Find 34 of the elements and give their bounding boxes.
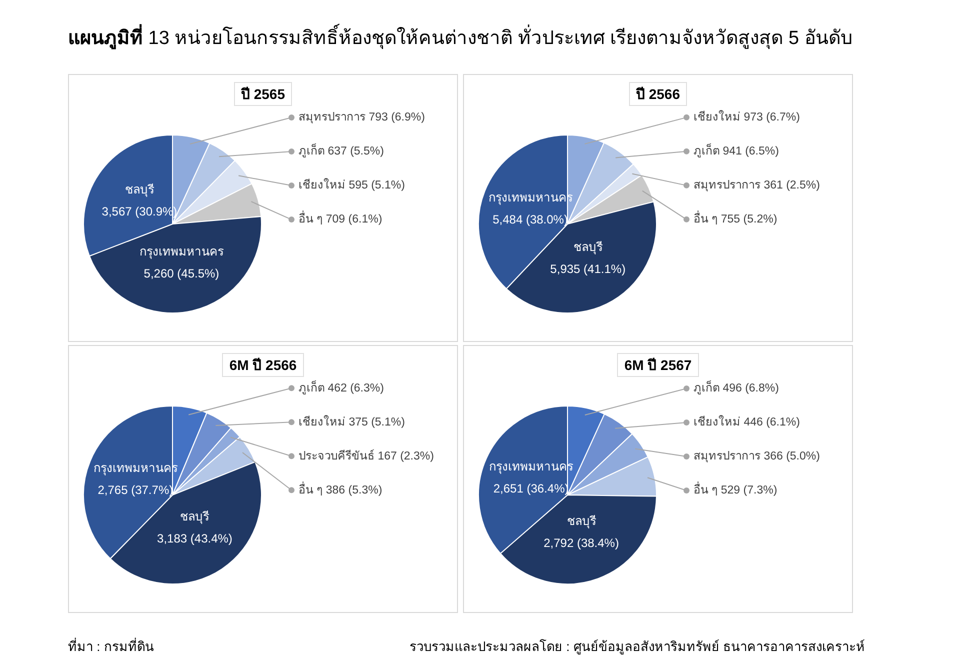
slice-label: สมุทรปราการ 793 (6.9%)	[298, 112, 426, 124]
data-label: 2,765 (37.7%)	[98, 483, 174, 498]
slice-label: ชลบุรี	[180, 510, 210, 525]
chart-title: 6M ปี 2567	[617, 353, 699, 377]
slice-label: ภูเก็ต 496 (6.8%)	[694, 380, 780, 395]
data-label: 3,183 (43.4%)	[157, 532, 232, 546]
slice-label: อื่น ๆ 755 (5.2%)	[694, 210, 778, 226]
slice-label: ชลบุรี	[573, 240, 604, 255]
slice-label: ชลบุรี	[566, 514, 597, 529]
slice-label: อื่น ๆ 709 (6.1%)	[298, 210, 382, 226]
slice-label: ภูเก็ต 462 (6.3%)	[298, 379, 384, 394]
slice-label: อื่น ๆ 386 (5.3%)	[298, 481, 382, 496]
text: ที่มา : กรมที่ดิน	[68, 636, 154, 656]
slice-label: ประจวบคีรีขันธ์ 167 (2.3%)	[298, 448, 434, 462]
chart-title: 6M ปี 2566	[222, 353, 304, 377]
data-label: 5,260 (45.5%)	[144, 266, 220, 280]
slice-label: ชลบุรี	[124, 182, 155, 198]
slice-label: เชียงใหม่ 375 (5.1%)	[298, 415, 406, 428]
slice-label: อื่น ๆ 529 (7.3%)	[694, 482, 778, 497]
slice-label: สมุทรปราการ 361 (2.5%)	[694, 180, 820, 192]
slice-label: เชียงใหม่ 595 (5.1%)	[298, 178, 406, 192]
chart-title: ปี 2566	[628, 82, 688, 106]
data-label: 5,935 (41.1%)	[550, 262, 626, 276]
slice-label: ภูเก็ต 941 (6.5%)	[694, 142, 780, 158]
chart-title: ปี 2565	[234, 82, 292, 106]
text: รวบรวมและประมวลผลโดย : ศูนย์ข้อมูลอสังหาริมทรัพย์ ธนาคารอาคารสงเคราะห์	[410, 638, 865, 656]
slice-label: เชียงใหม่ 446 (6.1%)	[694, 416, 800, 429]
data-label: 2,792 (38.4%)	[544, 536, 619, 550]
slice-label: สมุทรปราการ 366 (5.0%)	[694, 450, 820, 463]
text: แผนภูมิที่ 13 หน่วยโอนกรรมสิทธิ์ห้องชุดให้คนต่างชาติ ทั่วประเทศ เรียงตามจังหวัดสูงสุด 5 อันดับ	[68, 22, 852, 52]
data-label: 5,484 (38.0%)	[492, 212, 568, 227]
slice-label: กรุงเทพมหานคร	[139, 244, 224, 260]
slice-label: เชียงใหม่ 973 (6.7%)	[694, 110, 800, 124]
slice-label: ภูเก็ต 637 (5.5%)	[298, 142, 384, 158]
